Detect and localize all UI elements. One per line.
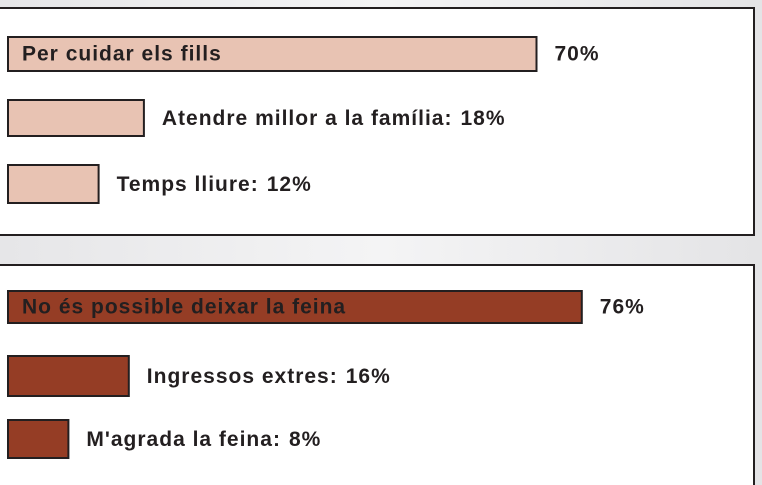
- value-label: 70%: [555, 43, 600, 66]
- bar: [7, 290, 583, 324]
- category-label: Ingressos extres:: [147, 365, 338, 388]
- value-label: 18%: [460, 107, 505, 130]
- category-label: Temps lliure:: [117, 173, 259, 196]
- bar-label: Ingressos extres: 16%: [147, 365, 391, 388]
- bar: [7, 99, 145, 137]
- bar: [7, 419, 70, 459]
- bar-label: Temps lliure: 12%: [117, 173, 312, 196]
- bar-label: Per cuidar els fills: [22, 43, 222, 66]
- bar: [7, 164, 100, 204]
- value-label: 16%: [346, 365, 391, 388]
- bar: [7, 36, 538, 72]
- category-label: M'agrada la feina:: [86, 428, 281, 451]
- bar-label: Atendre millor a la família: 18%: [162, 107, 506, 130]
- value-label: 12%: [267, 173, 312, 196]
- value-label: 76%: [600, 296, 645, 319]
- bar: [7, 355, 130, 397]
- bar-label: M'agrada la feina: 8%: [86, 428, 321, 451]
- category-label: Atendre millor a la família:: [162, 107, 453, 130]
- bar-label: No és possible deixar la feina: [22, 296, 346, 319]
- value-label: 8%: [289, 428, 321, 451]
